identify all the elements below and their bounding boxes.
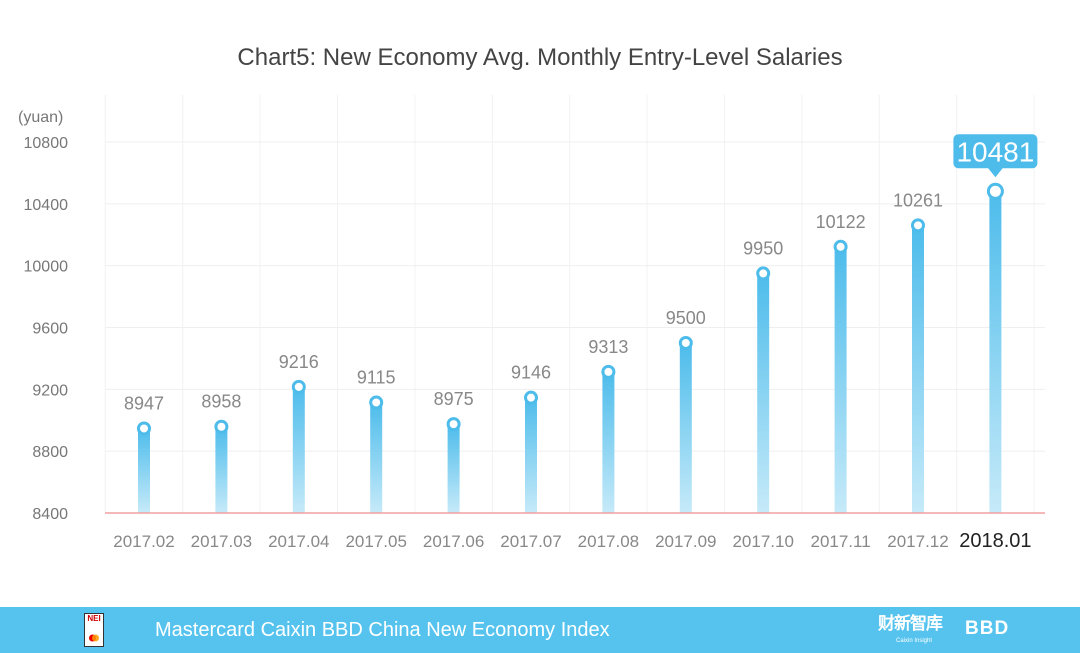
mastercard-logo-icon bbox=[89, 634, 99, 642]
data-label: 10122 bbox=[816, 212, 866, 232]
bar-top-marker bbox=[678, 335, 693, 350]
footer-text: Mastercard Caixin BBD China New Economy … bbox=[155, 619, 610, 641]
data-label: 10261 bbox=[893, 190, 943, 210]
bar-top-marker bbox=[369, 395, 384, 410]
y-tick-label: 9600 bbox=[32, 321, 68, 338]
bar bbox=[292, 386, 305, 513]
data-label: 10481 bbox=[956, 136, 1034, 167]
x-tick-label: 2017.02 bbox=[113, 532, 174, 551]
bar-top-marker bbox=[291, 379, 306, 394]
bar-top-marker bbox=[524, 390, 538, 405]
bar bbox=[989, 191, 1002, 514]
footer-bar: NEI Mastercard Caixin BBD China New Econ… bbox=[0, 607, 1080, 653]
x-tick-label: 2018.01 bbox=[959, 530, 1031, 552]
x-tick-label: 2017.10 bbox=[732, 532, 793, 551]
x-tick-label: 2017.06 bbox=[423, 532, 484, 551]
callout-pointer bbox=[987, 167, 1004, 178]
data-label: 9500 bbox=[666, 308, 706, 328]
y-tick-label: 10000 bbox=[24, 259, 69, 276]
bar bbox=[757, 273, 770, 513]
bbd-logo: BBD bbox=[965, 618, 1010, 639]
data-label: 9313 bbox=[588, 337, 628, 357]
bar bbox=[138, 428, 150, 513]
bar-top-marker bbox=[833, 239, 848, 254]
x-tick-label: 2017.11 bbox=[810, 532, 870, 551]
chart-title: Chart5: New Economy Avg. Monthly Entry-L… bbox=[237, 44, 843, 71]
y-tick-label: 10800 bbox=[24, 135, 69, 152]
bar bbox=[215, 426, 228, 513]
x-tick-label: 2017.05 bbox=[345, 532, 406, 551]
value-callout: 10481 bbox=[953, 134, 1038, 178]
data-label: 9146 bbox=[511, 363, 551, 383]
y-tick-label: 10400 bbox=[24, 197, 69, 214]
bar bbox=[525, 397, 537, 513]
bar-top-marker bbox=[137, 421, 151, 436]
caixin-insight-sublabel: Caixin Insight bbox=[896, 638, 933, 644]
x-tick-label: 2017.08 bbox=[578, 532, 639, 551]
bar-top-marker bbox=[911, 218, 925, 233]
data-label: 8975 bbox=[434, 389, 474, 409]
bar-top-marker bbox=[446, 417, 461, 432]
y-axis-label: (yuan) bbox=[18, 109, 63, 126]
y-tick-label: 8400 bbox=[32, 506, 68, 523]
callout-box bbox=[953, 134, 1038, 169]
x-tick-label: 2017.07 bbox=[500, 532, 561, 551]
bar bbox=[834, 246, 847, 513]
x-tick-label: 2017.12 bbox=[887, 532, 948, 551]
bar bbox=[679, 342, 692, 513]
bar bbox=[447, 424, 460, 513]
y-tick-label: 9200 bbox=[32, 382, 68, 399]
bar-top-marker bbox=[601, 364, 616, 379]
data-label: 9950 bbox=[743, 238, 783, 258]
bar-top-marker bbox=[986, 182, 1004, 200]
data-label: 8947 bbox=[124, 393, 164, 413]
data-label: 8958 bbox=[201, 392, 241, 412]
x-tick-label: 2017.03 bbox=[191, 532, 252, 551]
bar bbox=[912, 225, 924, 513]
bar-chart: 8400 8800 9200 9600 10000 10400 10800 (yuan) 89… bbox=[18, 95, 1045, 552]
bar bbox=[370, 402, 383, 513]
bar-top-marker bbox=[756, 266, 771, 281]
data-label: 9216 bbox=[279, 352, 319, 372]
y-tick-label: 8800 bbox=[32, 444, 68, 461]
bar-top-marker bbox=[214, 419, 229, 434]
data-label: 9115 bbox=[357, 367, 396, 387]
x-tick-label: 2017.09 bbox=[655, 532, 716, 551]
nei-logo: NEI bbox=[84, 613, 104, 647]
x-tick-label: 2017.04 bbox=[268, 532, 329, 551]
bar bbox=[602, 371, 615, 513]
caixin-insight-logo: 财新智库 bbox=[878, 614, 943, 633]
